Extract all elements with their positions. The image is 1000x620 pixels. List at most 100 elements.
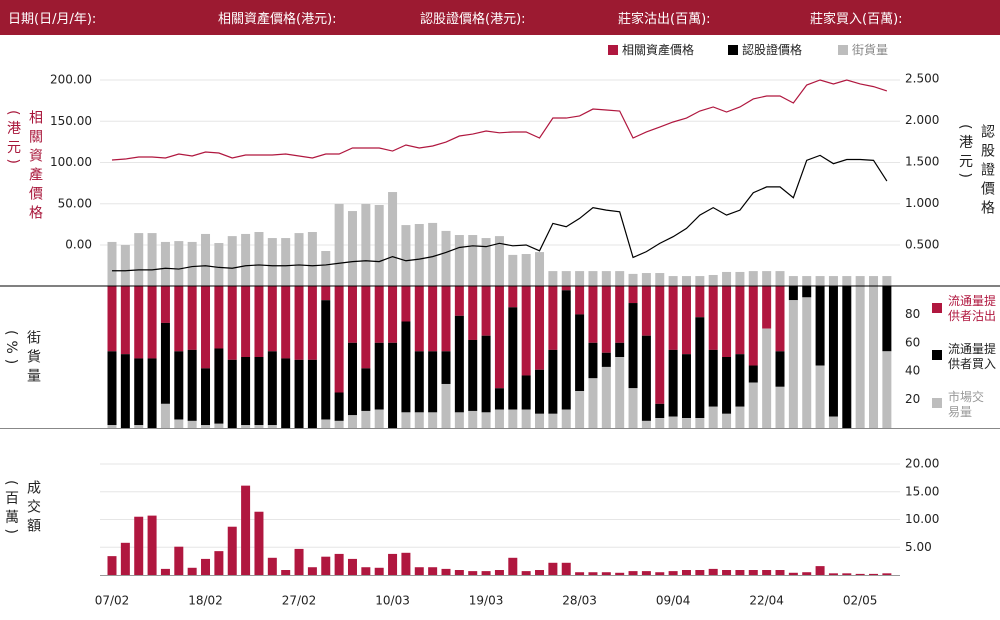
bar [187, 241, 197, 286]
bar [561, 562, 571, 575]
bar [628, 571, 638, 575]
header-label: 莊家買入(百萬): [810, 12, 903, 27]
bar-segment [775, 386, 785, 428]
bar-segment [347, 342, 357, 416]
bar-segment [307, 286, 317, 360]
bar-segment [414, 286, 424, 352]
bar [254, 511, 264, 575]
bar [588, 572, 598, 575]
bar [762, 570, 772, 575]
bar-segment [641, 286, 651, 336]
bar [347, 211, 357, 286]
bar-segment [134, 286, 144, 359]
bar [521, 254, 531, 286]
bar-segment [655, 403, 665, 419]
bar-segment [575, 286, 585, 315]
bar-segment [882, 286, 892, 352]
bar [494, 570, 504, 575]
legend-swatch [932, 398, 942, 408]
bar [481, 571, 491, 575]
bar [695, 276, 705, 286]
tick-label: 1.500 [905, 155, 939, 169]
bar [521, 571, 531, 575]
bar [548, 562, 558, 575]
bar-segment [414, 351, 424, 413]
bar [227, 526, 237, 575]
bar-segment [494, 286, 504, 389]
bar [481, 238, 491, 286]
bar [748, 570, 758, 575]
bar-segment [548, 413, 558, 428]
bar-segment [748, 382, 758, 428]
bar-segment [615, 357, 625, 428]
bar-segment [468, 339, 478, 411]
bar-segment [681, 286, 691, 355]
bar [775, 271, 785, 286]
bar-segment [147, 286, 157, 359]
bar-segment [655, 286, 665, 404]
x-tick-label: 18/02 [188, 594, 223, 608]
legend-label: 流通量提供者沽出 [948, 294, 997, 323]
bar-segment [561, 290, 571, 410]
bar [201, 558, 211, 575]
bar [508, 557, 518, 575]
bar [267, 238, 277, 286]
bar [294, 233, 304, 286]
tick-label: 100.00 [50, 155, 92, 169]
y2-axis-title: 認股證價格(港元) [957, 124, 995, 219]
bar-segment [281, 358, 291, 428]
bar-segment [561, 409, 571, 428]
bar-segment [508, 286, 518, 308]
bar [321, 556, 331, 575]
bar-segment [321, 286, 331, 301]
bar [334, 203, 344, 286]
bar [388, 553, 398, 575]
bar [668, 276, 678, 286]
bar-segment [254, 286, 264, 357]
bar [708, 274, 718, 286]
bar-segment [401, 412, 411, 428]
bar [441, 568, 451, 575]
bar-segment [535, 413, 545, 428]
bar [307, 232, 317, 286]
bar [214, 551, 224, 575]
bar-segment [735, 286, 745, 355]
bar [187, 567, 197, 575]
bar-segment [361, 286, 371, 369]
tick-label: 20.00 [905, 457, 939, 471]
bar-segment [668, 416, 678, 428]
bar-segment [535, 286, 545, 370]
bar-segment [174, 351, 184, 420]
bar-segment [107, 351, 117, 426]
bar-segment [321, 419, 331, 428]
bar [428, 567, 438, 575]
bar-segment [855, 286, 865, 428]
bar [628, 273, 638, 286]
bar-segment [174, 419, 184, 428]
bar [374, 567, 384, 575]
bar-segment [267, 425, 277, 428]
legend-label: 流通量提供者買入 [948, 342, 997, 371]
bar-segment [201, 368, 211, 426]
header-label: 相關資產價格(港元): [218, 12, 337, 27]
bar [641, 571, 651, 575]
bar-segment [575, 391, 585, 428]
bar-segment [815, 286, 825, 366]
bar-segment [241, 425, 251, 428]
legend-label: 市場交易量 [948, 390, 985, 419]
bar [414, 567, 424, 575]
bar-segment [107, 425, 117, 428]
bar [120, 244, 130, 286]
bar [735, 570, 745, 575]
bar-segment [802, 297, 812, 428]
bar-segment [441, 383, 451, 428]
bar-segment [214, 348, 224, 424]
tick-label: 0.500 [905, 238, 939, 252]
bar-segment [254, 425, 264, 428]
tick-label: 80 [905, 307, 920, 321]
bar-segment [454, 286, 464, 316]
bar-segment [187, 349, 197, 421]
bar [641, 273, 651, 286]
bar-segment [708, 406, 718, 428]
